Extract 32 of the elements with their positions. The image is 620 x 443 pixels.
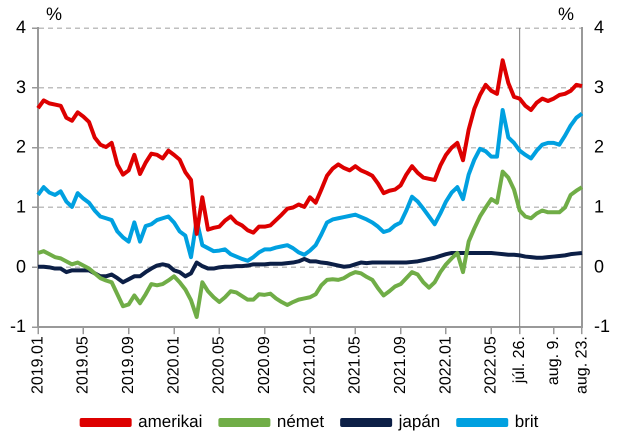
x-tick-label: 2019.05 bbox=[74, 336, 92, 394]
x-tick-label: aug. 9. bbox=[545, 336, 562, 386]
legend-label: brit bbox=[514, 412, 539, 432]
x-tick-label: 2020.05 bbox=[210, 336, 228, 394]
x-tick-label: 2022.05 bbox=[482, 336, 500, 394]
y-tick-label: 1 bbox=[16, 196, 26, 216]
x-tick-label: aug. 23. bbox=[573, 336, 590, 394]
y2-axis-title: % bbox=[558, 4, 574, 24]
y-tick-label: 0 bbox=[16, 256, 26, 276]
y2-tick-label: 1 bbox=[594, 196, 604, 216]
x-tick-label: 2019.09 bbox=[120, 336, 138, 394]
y-tick-label: 3 bbox=[16, 76, 26, 97]
x-tick-label: 2022.01 bbox=[437, 336, 454, 394]
y2-tick-label: 4 bbox=[594, 16, 604, 37]
x-tick-label: 2019.01 bbox=[29, 336, 46, 394]
y2-tick-label: 0 bbox=[594, 256, 604, 276]
y-tick-label: 4 bbox=[16, 16, 26, 37]
y2-tick-label: 2 bbox=[594, 136, 604, 157]
x-tick-label: 2021.01 bbox=[301, 336, 318, 394]
x-tick-label: júl. 26. bbox=[511, 336, 528, 384]
y-tick-label: 2 bbox=[16, 136, 26, 157]
y-axis-title: % bbox=[46, 4, 62, 24]
x-tick-label: 2021.09 bbox=[392, 336, 410, 394]
x-tick-label: 2020.01 bbox=[165, 336, 182, 394]
y2-tick-label: -1 bbox=[594, 316, 610, 336]
x-tick-label: 2021.05 bbox=[346, 336, 364, 394]
y-tick-label: -1 bbox=[10, 316, 26, 336]
x-tick-label: 2020.09 bbox=[256, 336, 274, 394]
legend-label: japán bbox=[398, 412, 440, 432]
legend-label: amerikai bbox=[138, 412, 202, 432]
legend-label: német bbox=[276, 412, 324, 432]
y2-tick-label: 3 bbox=[594, 76, 604, 97]
